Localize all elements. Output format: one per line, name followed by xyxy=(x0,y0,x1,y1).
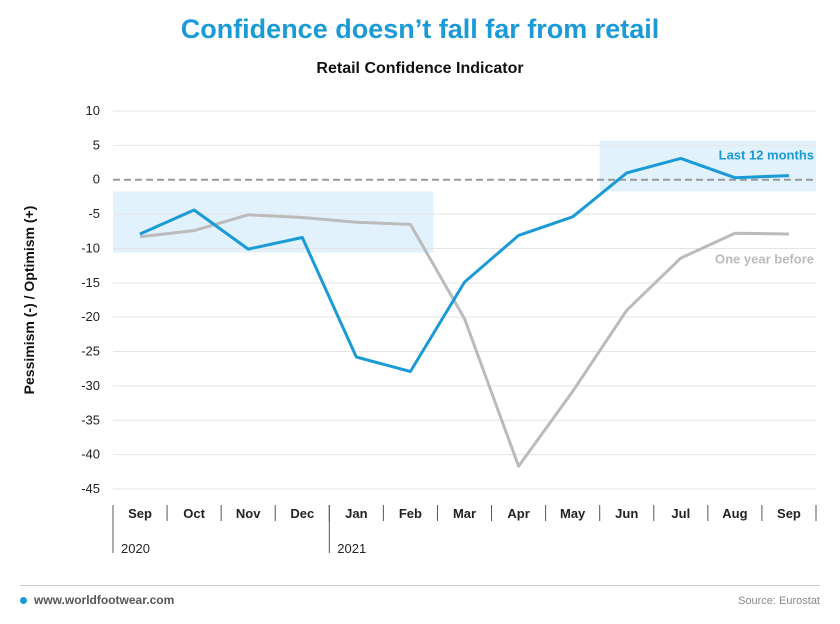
bullet-icon xyxy=(20,597,27,604)
y-tick-label: 5 xyxy=(93,137,100,152)
x-tick-label: Sep xyxy=(128,506,152,521)
x-tick-label: Feb xyxy=(399,506,422,521)
y-tick-label: -20 xyxy=(81,309,100,324)
x-tick-label: Jul xyxy=(671,506,690,521)
y-tick-label: -40 xyxy=(81,447,100,462)
year-label-2020: 2020 xyxy=(121,541,150,556)
x-tick-label: Oct xyxy=(183,506,205,521)
footer-source: Source: Eurostat xyxy=(738,595,820,607)
x-tick-label: Sep xyxy=(777,506,801,521)
year-label-2021: 2021 xyxy=(337,541,366,556)
x-tick-label: Aug xyxy=(722,506,747,521)
y-tick-label: -5 xyxy=(88,206,100,221)
y-tick-label: 0 xyxy=(93,172,100,187)
series-line-one-year-before xyxy=(139,213,790,468)
y-tick-label: -25 xyxy=(81,344,100,359)
series-label-last-12-months: Last 12 months xyxy=(719,148,814,163)
chart-title: Confidence doesn’t fall far from retail xyxy=(180,14,660,44)
chart-subtitle: Retail Confidence Indicator xyxy=(316,60,524,77)
x-tick-label: Mar xyxy=(453,506,476,521)
line-chart: 10 5 0 -5 -10 -15 -20 -25 -30 -35 -40 -45 Sep Oct Nov… xyxy=(21,103,817,556)
footer-url[interactable]: www.worldfootwear.com xyxy=(34,593,175,607)
y-tick-label: -10 xyxy=(81,240,100,255)
x-tick-label: May xyxy=(560,506,586,521)
footer-divider xyxy=(20,585,820,586)
y-tick-label: 10 xyxy=(86,103,100,118)
x-tick-label: Dec xyxy=(290,506,314,521)
y-tick-label: -45 xyxy=(81,481,100,496)
y-tick-label: -15 xyxy=(81,275,100,290)
series-label-one-year-before: One year before xyxy=(715,252,814,267)
y-tick-label: -30 xyxy=(81,378,100,393)
x-tick-label: Jun xyxy=(615,506,638,521)
y-axis-label: Pessimism (-) / Optimism (+) xyxy=(21,206,37,395)
x-tick-label: Jan xyxy=(345,506,367,521)
series-line-last-12-months xyxy=(139,156,790,373)
x-tick-label: Nov xyxy=(236,506,261,521)
highlight-band-recent xyxy=(599,140,816,192)
y-tick-label: -35 xyxy=(81,412,100,427)
x-tick-label: Apr xyxy=(507,506,529,521)
